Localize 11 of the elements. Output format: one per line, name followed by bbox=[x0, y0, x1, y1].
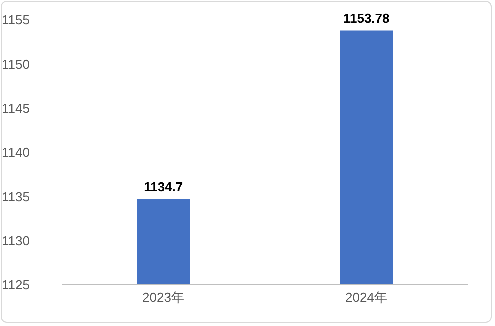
x-tick-label: 2024年 bbox=[346, 290, 388, 306]
x-tick-label: 2023年 bbox=[142, 290, 184, 306]
data-label: 1134.7 bbox=[144, 179, 184, 194]
y-tick-label: 1125 bbox=[2, 278, 30, 293]
y-tick-label: 1150 bbox=[2, 56, 30, 72]
y-tick-label: 1135 bbox=[2, 189, 30, 204]
y-tick-label: 1140 bbox=[2, 145, 30, 160]
y-tick-label: 1155 bbox=[2, 12, 30, 28]
y-tick-label: 1145 bbox=[2, 100, 30, 116]
data-label: 1153.78 bbox=[343, 10, 390, 26]
y-tick-label: 1130 bbox=[2, 233, 30, 248]
